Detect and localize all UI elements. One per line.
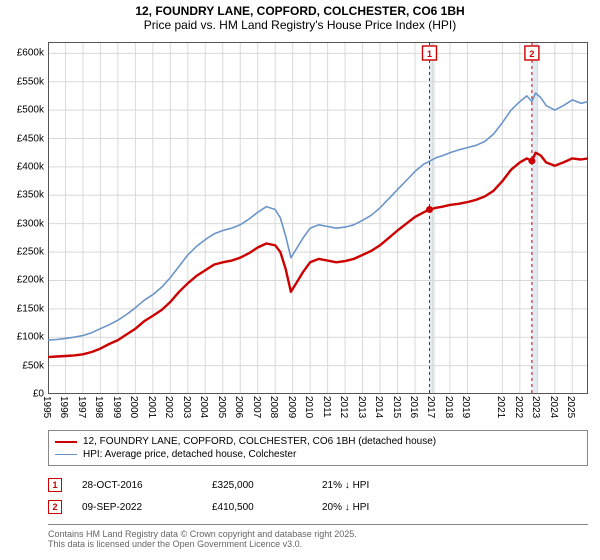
- x-tick-label: 2017: [425, 396, 436, 418]
- y-tick-label: £150k: [2, 303, 44, 314]
- y-tick-label: £50k: [2, 360, 44, 371]
- x-tick-label: 2016: [408, 396, 419, 418]
- title-line2: Price paid vs. HM Land Registry's House …: [0, 18, 600, 32]
- x-tick-label: 2010: [303, 396, 314, 418]
- chart-svg: 12: [48, 42, 588, 394]
- x-tick-label: 2025: [565, 396, 576, 418]
- sales-block: 1 28-OCT-2016 £325,000 21% ↓ HPI 2 09-SE…: [48, 474, 588, 518]
- x-tick-label: 2022: [513, 396, 524, 418]
- y-tick-label: £200k: [2, 275, 44, 286]
- y-tick-label: £600k: [2, 48, 44, 59]
- x-tick-label: 1996: [58, 396, 69, 418]
- x-tick-label: 2023: [530, 396, 541, 418]
- x-tick-label: 1998: [93, 396, 104, 418]
- x-tick-label: 2011: [321, 396, 332, 418]
- title-block: 12, FOUNDRY LANE, COPFORD, COLCHESTER, C…: [0, 0, 600, 34]
- y-tick-label: £250k: [2, 247, 44, 258]
- sale-diff-1: 21% ↓ HPI: [322, 480, 412, 491]
- legend-swatch-price-paid: [55, 441, 77, 443]
- x-tick-label: 1997: [76, 396, 87, 418]
- svg-text:1: 1: [427, 49, 432, 59]
- y-tick-label: £400k: [2, 161, 44, 172]
- x-tick-label: 2009: [286, 396, 297, 418]
- footer-line2: This data is licensed under the Open Gov…: [48, 539, 588, 549]
- sale-price-1: £325,000: [212, 480, 302, 491]
- legend-label-hpi: HPI: Average price, detached house, Colc…: [83, 449, 296, 460]
- x-tick-label: 2006: [233, 396, 244, 418]
- chart-container: 12, FOUNDRY LANE, COPFORD, COLCHESTER, C…: [0, 0, 600, 560]
- y-tick-label: £450k: [2, 133, 44, 144]
- sale-row-2: 2 09-SEP-2022 £410,500 20% ↓ HPI: [48, 496, 588, 518]
- sale-marker-1: 1: [48, 478, 62, 492]
- x-tick-label: 2007: [251, 396, 262, 418]
- chart-plot-area: 12: [48, 42, 588, 394]
- x-tick-label: 2008: [268, 396, 279, 418]
- x-tick-label: 2019: [460, 396, 471, 418]
- x-tick-label: 1995: [41, 396, 52, 418]
- x-tick-label: 2018: [443, 396, 454, 418]
- title-line1: 12, FOUNDRY LANE, COPFORD, COLCHESTER, C…: [0, 4, 600, 18]
- sale-date-2: 09-SEP-2022: [82, 502, 192, 513]
- y-tick-label: £350k: [2, 190, 44, 201]
- x-tick-label: 2000: [128, 396, 139, 418]
- x-tick-label: 2014: [373, 396, 384, 418]
- x-tick-label: 2001: [146, 396, 157, 418]
- x-tick-label: 2004: [198, 396, 209, 418]
- footer: Contains HM Land Registry data © Crown c…: [48, 524, 588, 549]
- x-tick-label: 2024: [548, 396, 559, 418]
- sale-diff-2: 20% ↓ HPI: [322, 502, 412, 513]
- footer-line1: Contains HM Land Registry data © Crown c…: [48, 529, 588, 539]
- x-tick-label: 2015: [391, 396, 402, 418]
- legend-box: 12, FOUNDRY LANE, COPFORD, COLCHESTER, C…: [48, 430, 588, 466]
- y-tick-label: £550k: [2, 76, 44, 87]
- sale-price-2: £410,500: [212, 502, 302, 513]
- svg-text:2: 2: [529, 49, 534, 59]
- legend-swatch-hpi: [55, 454, 77, 455]
- y-tick-label: £0: [2, 389, 44, 400]
- y-tick-label: £500k: [2, 105, 44, 116]
- y-tick-label: £100k: [2, 332, 44, 343]
- sale-row-1: 1 28-OCT-2016 £325,000 21% ↓ HPI: [48, 474, 588, 496]
- legend-label-price-paid: 12, FOUNDRY LANE, COPFORD, COLCHESTER, C…: [83, 436, 436, 447]
- sale-marker-2: 2: [48, 500, 62, 514]
- x-tick-label: 2003: [181, 396, 192, 418]
- x-tick-label: 2021: [495, 396, 506, 418]
- y-tick-label: £300k: [2, 218, 44, 229]
- x-tick-label: 2005: [216, 396, 227, 418]
- legend-row-hpi: HPI: Average price, detached house, Colc…: [55, 448, 581, 461]
- x-tick-label: 2012: [338, 396, 349, 418]
- x-tick-label: 2002: [163, 396, 174, 418]
- x-tick-label: 1999: [111, 396, 122, 418]
- sale-date-1: 28-OCT-2016: [82, 480, 192, 491]
- x-tick-label: 2013: [356, 396, 367, 418]
- legend-row-price-paid: 12, FOUNDRY LANE, COPFORD, COLCHESTER, C…: [55, 435, 581, 448]
